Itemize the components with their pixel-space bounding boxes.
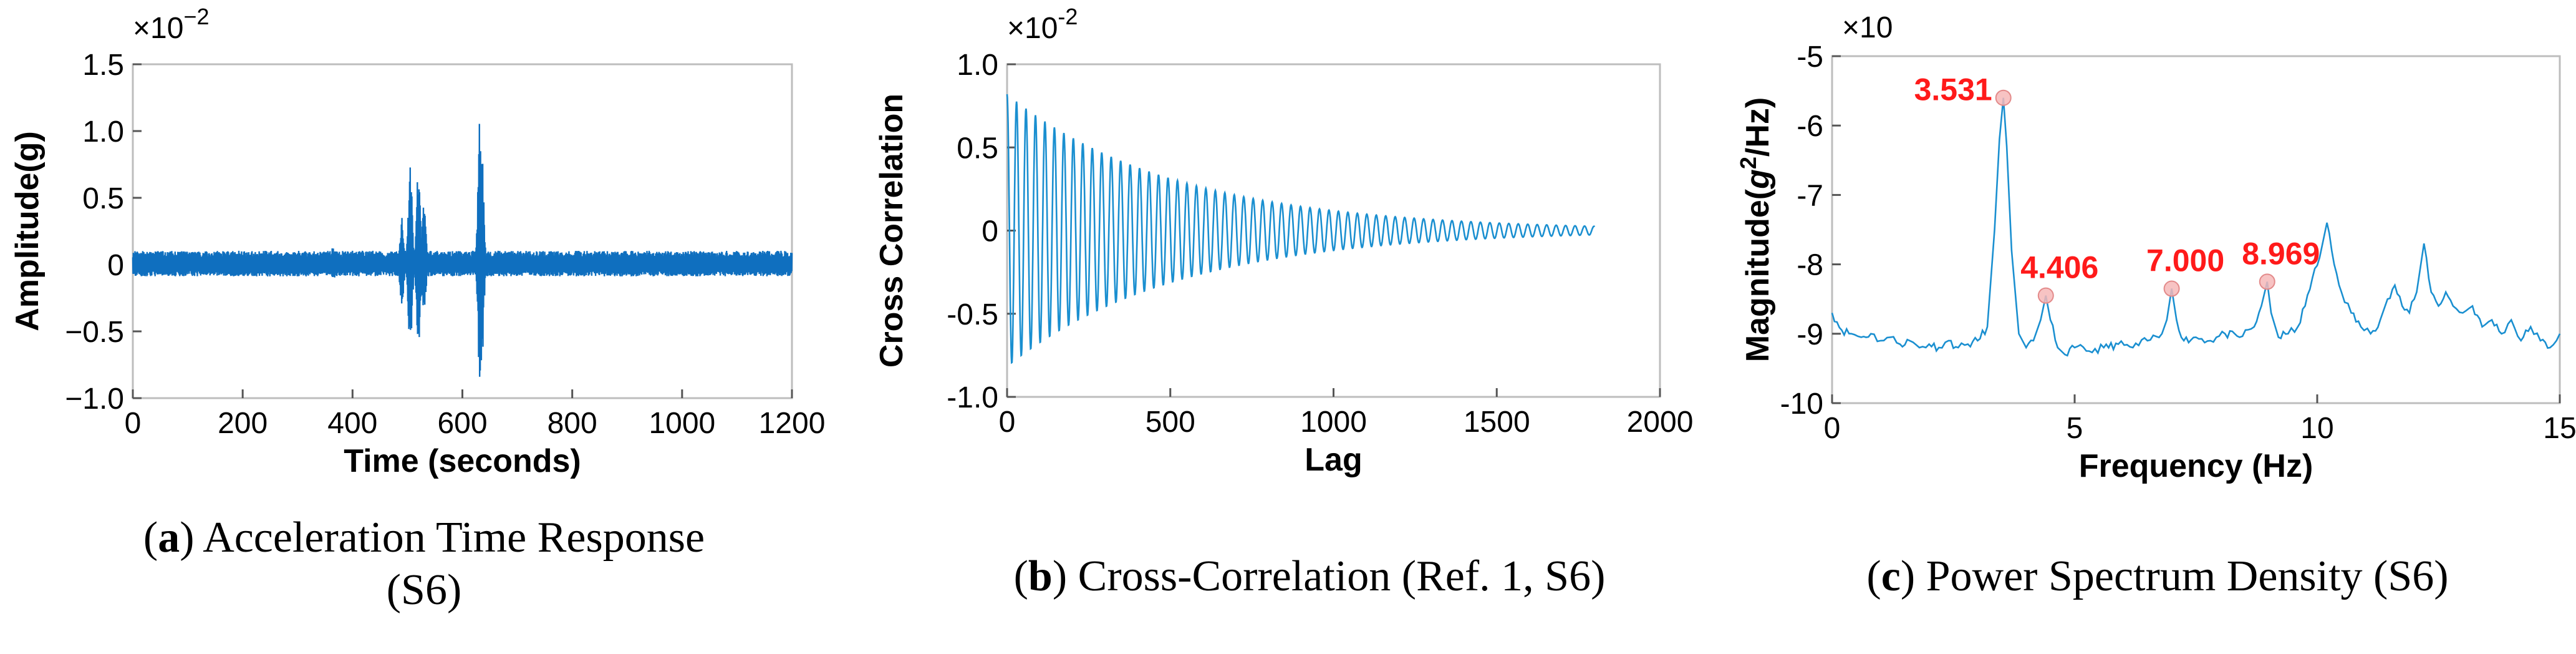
plot-area xyxy=(1006,63,1661,398)
series-cross-correlation xyxy=(1006,94,1596,364)
peak-label: 7.000 xyxy=(2146,243,2224,278)
x-tick-label: 400 xyxy=(327,407,377,440)
chart-acceleration-time-response: 0 200 400 600 800 1000 1200 1.5 1.0 0.5 0 −0.5 −1.0 T… xyxy=(9,4,825,479)
y-axis-label: Magnitude(g2/Hz) xyxy=(1735,97,1776,362)
x-tick-label: 5 xyxy=(2067,412,2083,445)
peak-marker xyxy=(2259,273,2275,290)
x-tick-label: 0 xyxy=(125,407,142,440)
scale-base: ×10 xyxy=(1007,12,1058,45)
y-tick-label: −0.5 xyxy=(65,316,124,349)
x-tick-label: 2000 xyxy=(1627,406,1694,439)
x-tick-label: 1000 xyxy=(649,407,715,440)
scale-base: ×10 xyxy=(133,12,183,45)
scale-factor: ×10−2 xyxy=(133,4,209,45)
x-tick-label: 500 xyxy=(1146,406,1195,439)
caption-a: (a) Acceleration Time Response (S6) xyxy=(143,514,705,614)
caption-a-label: a xyxy=(158,514,180,562)
x-axis-label: Frequency (Hz) xyxy=(2079,448,2313,484)
x-tick-label: 10 xyxy=(2300,412,2333,445)
plot-area xyxy=(132,63,793,399)
caption-b: (b) Cross-Correlation (Ref. 1, S6) xyxy=(1013,552,1606,600)
y-tick-label: -9 xyxy=(1797,318,1823,351)
y-tick-label: 0.5 xyxy=(957,132,998,165)
y-tick-label: -0.5 xyxy=(947,298,998,331)
scale-factor: ×10-2 xyxy=(1007,4,1078,45)
chart-cross-correlation: 0 500 1000 1500 2000 1.0 0.5 0 -0.5 -1.0 Lag Cross … xyxy=(874,4,1693,478)
series-psd xyxy=(1831,97,2561,357)
scale-exponent: -2 xyxy=(1058,4,1078,29)
y-axis-label: Amplitude(g) xyxy=(9,131,46,331)
y-tick-label: 0 xyxy=(982,215,998,248)
y-tick-label: −1.0 xyxy=(65,383,124,416)
peak-label: 4.406 xyxy=(2020,250,2098,285)
y-tick-label: -6 xyxy=(1797,110,1823,143)
x-tick-label: 1000 xyxy=(1300,406,1367,439)
caption-a-text: Acceleration Time Response xyxy=(203,514,705,562)
y-tick-label: -5 xyxy=(1797,41,1823,74)
x-tick-label: 15 xyxy=(2543,412,2576,445)
y-axis-label-sup: 2 xyxy=(1735,157,1761,169)
caption-b-label: b xyxy=(1028,552,1053,600)
y-axis-label-end: /Hz) xyxy=(1740,97,1776,157)
scale-factor: ×10 xyxy=(1842,11,1893,44)
peak-marker xyxy=(1995,89,2012,106)
scale-exponent: −2 xyxy=(183,4,209,29)
x-tick-label: 0 xyxy=(1824,412,1841,445)
peak-marker xyxy=(2163,280,2180,297)
y-axis-label-g: g xyxy=(1740,169,1776,190)
x-tick-label: 200 xyxy=(218,407,268,440)
y-tick-label: -1.0 xyxy=(947,381,998,414)
x-tick-label: 800 xyxy=(548,407,597,440)
caption-c: (c) Power Spectrum Density (S6) xyxy=(1866,552,2449,600)
peak-label: 3.531 xyxy=(1914,72,1992,107)
caption-c-text: Power Spectrum Density (S6) xyxy=(1926,552,2449,600)
y-tick-label: 1.0 xyxy=(82,115,124,149)
caption-c-label: c xyxy=(1881,552,1901,600)
series-acceleration xyxy=(132,124,793,377)
x-tick-label: 0 xyxy=(999,406,1016,439)
x-axis-label: Lag xyxy=(1305,442,1362,478)
peak-label: 8.969 xyxy=(2242,236,2320,271)
y-tick-label: -10 xyxy=(1780,388,1823,421)
chart-power-spectrum-density: 0 5 10 15 -5 -6 -7 -8 -9 -10 Frequency (Hz) Magnitu… xyxy=(1735,11,2576,484)
y-tick-label: 1.5 xyxy=(82,49,124,82)
x-tick-label: 1500 xyxy=(1464,406,1530,439)
y-tick-label: 0.5 xyxy=(82,182,124,215)
y-tick-label: -7 xyxy=(1797,179,1823,212)
peak-marker xyxy=(2037,287,2054,304)
x-tick-label: 600 xyxy=(437,407,487,440)
y-axis-label-main: Magnitude( xyxy=(1740,188,1776,362)
y-tick-label: 1.0 xyxy=(957,49,998,82)
y-tick-label: 0 xyxy=(107,249,124,282)
x-tick-label: 1200 xyxy=(759,407,826,440)
caption-a-text-2: (S6) xyxy=(386,566,462,614)
plot-area xyxy=(1831,55,2561,404)
x-axis-label: Time (seconds) xyxy=(344,443,581,479)
caption-b-text: Cross-Correlation (Ref. 1, S6) xyxy=(1078,552,1606,600)
y-tick-label: -8 xyxy=(1797,249,1823,282)
y-axis-label: Cross Correlation xyxy=(874,94,910,368)
